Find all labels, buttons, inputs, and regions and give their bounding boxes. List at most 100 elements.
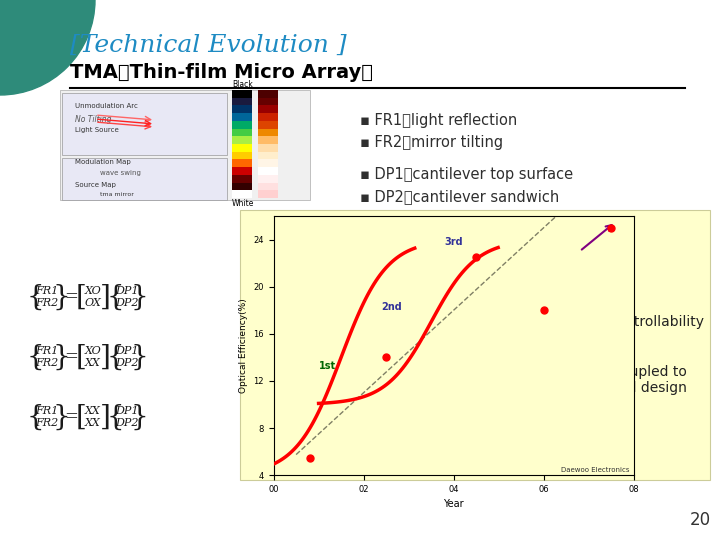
Bar: [258, 175, 278, 183]
FancyBboxPatch shape: [240, 210, 710, 480]
Text: tma mirror: tma mirror: [100, 192, 134, 197]
Text: }: }: [130, 403, 148, 430]
Text: TMA（Thin-film Micro Array）: TMA（Thin-film Micro Array）: [70, 63, 373, 82]
Bar: [258, 98, 278, 105]
Text: FR1: FR1: [35, 286, 58, 296]
Text: {: {: [26, 403, 44, 430]
Text: FR1: FR1: [35, 346, 58, 356]
FancyBboxPatch shape: [62, 158, 227, 200]
Bar: [232, 167, 252, 175]
Point: [470, 253, 482, 261]
Bar: [232, 121, 252, 129]
Text: XX: XX: [85, 418, 101, 428]
Point: [304, 453, 315, 462]
Text: DP2: DP2: [115, 358, 139, 368]
Bar: [232, 159, 252, 167]
Text: [: [: [76, 284, 86, 310]
Text: 3rd: 3rd: [445, 238, 463, 247]
Text: DP2: DP2: [115, 418, 139, 428]
X-axis label: Year: Year: [444, 500, 464, 509]
Bar: [232, 105, 252, 113]
Text: =: =: [64, 408, 78, 426]
Text: }: }: [52, 284, 70, 310]
Bar: [258, 190, 278, 198]
Text: Source Map: Source Map: [75, 182, 116, 188]
Text: OX: OX: [85, 298, 102, 308]
Text: }: }: [52, 403, 70, 430]
Text: [Technical Evolution ]: [Technical Evolution ]: [70, 33, 346, 57]
Text: FR2: FR2: [35, 358, 58, 368]
Text: FR2: FR2: [35, 418, 58, 428]
Text: Unmodulation Arc: Unmodulation Arc: [75, 103, 138, 109]
Bar: [232, 98, 252, 105]
Text: FR2: FR2: [35, 298, 58, 308]
Text: DP1: DP1: [115, 406, 139, 416]
Text: {: {: [26, 343, 44, 370]
Text: Increase controllability: Increase controllability: [546, 315, 704, 329]
Point: [606, 224, 617, 232]
FancyBboxPatch shape: [62, 93, 227, 155]
Text: No Tilting: No Tilting: [75, 115, 112, 124]
Text: wave swing: wave swing: [100, 170, 141, 176]
Text: DP1: DP1: [115, 346, 139, 356]
Text: =: =: [64, 348, 78, 366]
Text: ]: ]: [99, 284, 110, 310]
Text: Evolve coupled to
uncoupled design: Evolve coupled to uncoupled design: [563, 365, 687, 395]
Bar: [258, 121, 278, 129]
Text: {: {: [106, 403, 124, 430]
Text: ▪ DP2：cantilever sandwich: ▪ DP2：cantilever sandwich: [360, 190, 559, 205]
Text: White: White: [232, 199, 254, 208]
Text: }: }: [52, 343, 70, 370]
Bar: [258, 159, 278, 167]
Text: XO: XO: [85, 286, 102, 296]
Text: [: [: [76, 343, 86, 370]
Bar: [232, 129, 252, 136]
Bar: [258, 129, 278, 136]
Circle shape: [0, 0, 95, 95]
Text: }: }: [130, 284, 148, 310]
Text: {: {: [26, 284, 44, 310]
Bar: [258, 105, 278, 113]
Text: {: {: [106, 284, 124, 310]
Bar: [232, 113, 252, 121]
Bar: [258, 90, 278, 98]
Bar: [232, 152, 252, 159]
Text: Daewoo Electronics: Daewoo Electronics: [561, 467, 629, 473]
Y-axis label: Optical Efficiency(%): Optical Efficiency(%): [239, 298, 248, 393]
Bar: [232, 190, 252, 198]
Bar: [232, 90, 252, 98]
Bar: [258, 183, 278, 190]
Bar: [232, 136, 252, 144]
Bar: [258, 144, 278, 152]
Text: FR1: FR1: [35, 406, 58, 416]
Text: Modulation Map: Modulation Map: [75, 159, 131, 165]
FancyBboxPatch shape: [60, 90, 310, 200]
Text: XX: XX: [85, 358, 101, 368]
Bar: [232, 183, 252, 190]
Text: ]: ]: [99, 343, 110, 370]
Bar: [232, 144, 252, 152]
Bar: [258, 136, 278, 144]
Bar: [232, 175, 252, 183]
Text: 1st: 1st: [319, 361, 336, 371]
Text: {: {: [106, 343, 124, 370]
Text: DP2: DP2: [115, 298, 139, 308]
Text: =: =: [64, 288, 78, 306]
Text: 20: 20: [690, 511, 711, 529]
Text: ▪ FR2：mirror tilting: ▪ FR2：mirror tilting: [360, 134, 503, 150]
Text: 2nd: 2nd: [382, 302, 402, 312]
Text: }: }: [130, 343, 148, 370]
Bar: [258, 167, 278, 175]
Text: XX: XX: [85, 406, 101, 416]
Text: XO: XO: [85, 346, 102, 356]
Point: [380, 353, 392, 362]
Bar: [258, 152, 278, 159]
Text: Light Source: Light Source: [75, 127, 119, 133]
Text: Black: Black: [232, 80, 253, 89]
Text: ]: ]: [99, 403, 110, 430]
Bar: [258, 113, 278, 121]
Text: DP1: DP1: [115, 286, 139, 296]
Point: [538, 306, 549, 315]
Text: ▪ FR1：light reflection: ▪ FR1：light reflection: [360, 112, 517, 127]
Text: [: [: [76, 403, 86, 430]
